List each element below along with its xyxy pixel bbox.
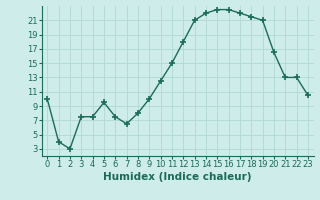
- X-axis label: Humidex (Indice chaleur): Humidex (Indice chaleur): [103, 172, 252, 182]
